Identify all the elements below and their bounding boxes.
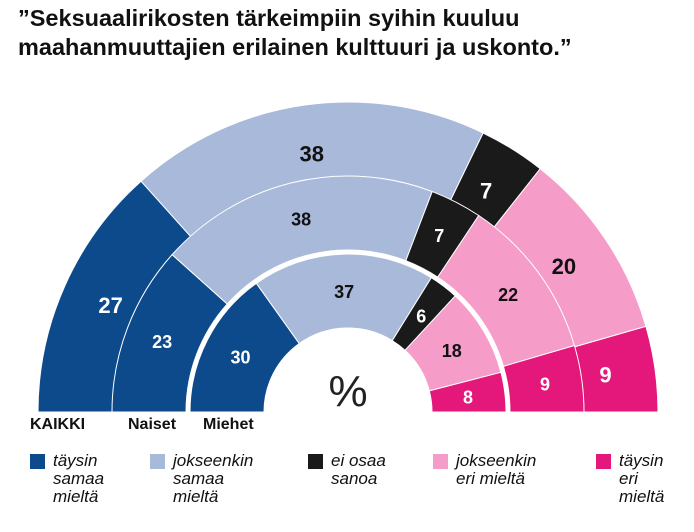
legend-text-line: mieltä (173, 487, 219, 506)
legend-swatch (308, 454, 323, 469)
segment-miehet-jokseenkin-samaa-mielt- (255, 253, 432, 345)
value-label-naiset-t-ysin-samaa-mielt-: 23 (152, 332, 172, 352)
legend-swatch (150, 454, 165, 469)
legend-text-line: mieltä (619, 487, 665, 506)
legend-text-line: samaa (173, 469, 225, 488)
value-label-naiset-t-ysin-eri-mielt-: 9 (540, 375, 550, 395)
legend-text-line: samaa (53, 469, 105, 488)
value-label-kaikki-t-ysin-eri-mielt-: 9 (599, 363, 611, 388)
percent-symbol: % (328, 367, 367, 416)
value-label-naiset-ei-osaa-sanoa: 7 (434, 226, 444, 246)
value-label-kaikki-jokseenkin-samaa-mielt-: 38 (299, 142, 323, 167)
segment-naiset-t-ysin-eri-mielt- (502, 344, 585, 413)
chart-title: ”Seksuaalirikosten tärkeimpiin syihin ku… (18, 4, 688, 62)
ring-label-kaikki: KAIKKI (30, 416, 86, 433)
title-line-2: maahanmuuttajien erilainen kulttuuri ja … (18, 34, 572, 60)
legend-text-line: jokseenkin (456, 451, 537, 470)
legend-swatch (433, 454, 448, 469)
legend-text-line: eri (619, 469, 638, 488)
ring-label-miehet: Miehet (203, 416, 254, 433)
title-line-1: ”Seksuaalirikosten tärkeimpiin syihin ku… (18, 5, 520, 31)
value-label-miehet-ei-osaa-sanoa: 6 (416, 307, 426, 327)
legend-text-line: täysin (619, 451, 664, 470)
value-label-kaikki-t-ysin-samaa-mielt-: 27 (98, 293, 122, 318)
value-label-miehet-t-ysin-eri-mielt-: 8 (463, 388, 473, 408)
legend-text-line: mieltä (53, 487, 99, 506)
value-label-miehet-jokseenkin-eri-mielt-: 18 (442, 341, 462, 361)
legend-text-line: sanoa (331, 469, 378, 488)
ring-label-naiset: Naiset (128, 416, 177, 433)
value-label-miehet-jokseenkin-samaa-mielt-: 37 (334, 282, 354, 302)
value-label-kaikki-ei-osaa-sanoa: 7 (480, 179, 492, 204)
legend-swatch (30, 454, 45, 469)
legend-text-line: ei osaa (331, 451, 386, 470)
legend-text-line: eri mieltä (456, 469, 525, 488)
value-label-miehet-t-ysin-samaa-mielt-: 30 (230, 348, 250, 368)
legend-text-line: täysin (53, 451, 98, 470)
value-label-naiset-jokseenkin-eri-mielt-: 22 (498, 285, 518, 305)
value-label-kaikki-jokseenkin-eri-mielt-: 20 (552, 254, 576, 279)
value-label-naiset-jokseenkin-samaa-mielt-: 38 (291, 210, 311, 230)
segment-miehet-t-ysin-eri-mielt- (428, 371, 507, 413)
legend-text-line: jokseenkin (173, 451, 254, 470)
legend-swatch (596, 454, 611, 469)
